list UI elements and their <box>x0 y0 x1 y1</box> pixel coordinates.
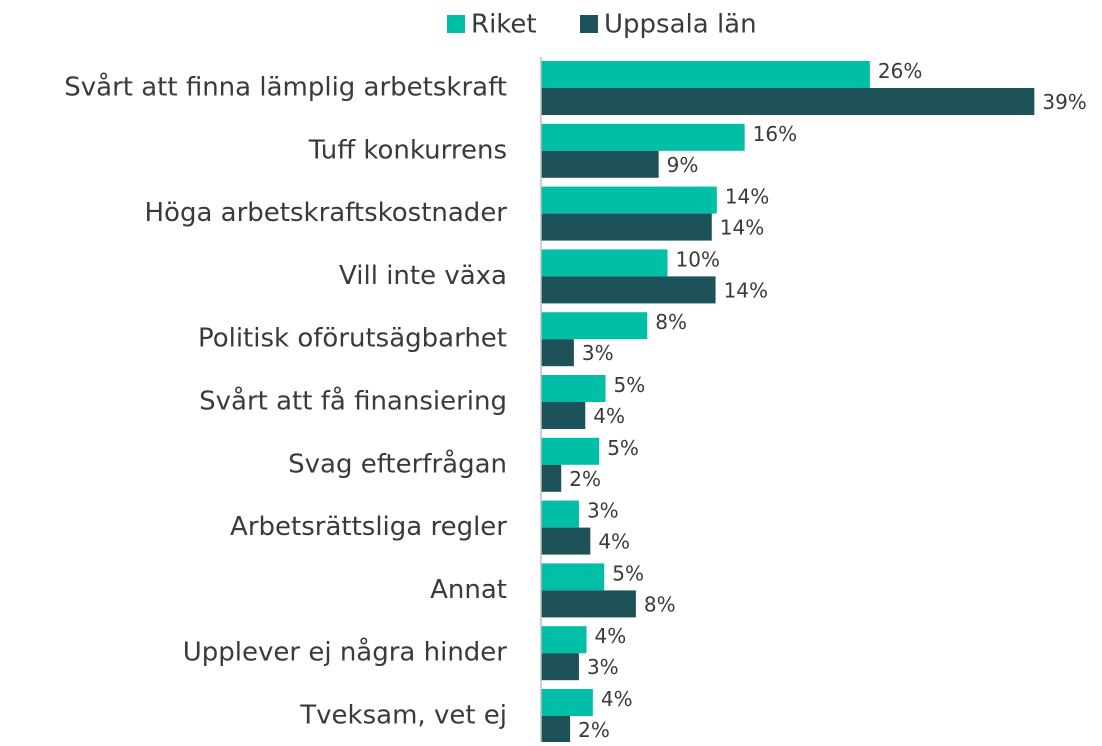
category-label: Arbetsrättsliga regler <box>230 512 507 542</box>
value-label: 3% <box>587 655 619 679</box>
legend-label: Uppsala län <box>604 10 757 40</box>
bar <box>541 88 1035 115</box>
value-label: 3% <box>582 341 614 365</box>
bar <box>541 402 586 429</box>
bar <box>541 500 579 528</box>
bar <box>541 150 659 178</box>
value-label: 9% <box>667 153 699 177</box>
category-label: Tveksam, vet ej <box>299 701 507 731</box>
bar <box>541 312 648 340</box>
bar <box>541 375 606 402</box>
value-label: 2% <box>578 718 610 742</box>
legend-swatch <box>447 15 465 33</box>
category-label: Annat <box>430 575 507 605</box>
bar <box>541 527 591 555</box>
bar <box>541 590 636 618</box>
category-label: Upplever ej några hinder <box>183 637 508 668</box>
bar <box>541 123 745 151</box>
legend-label: Riket <box>471 10 537 40</box>
category-label: Politisk oförutsägbarhet <box>198 324 507 354</box>
category-label: Svårt att få finansiering <box>199 386 507 417</box>
bar <box>541 61 870 88</box>
value-label: 39% <box>1042 90 1086 114</box>
bar <box>541 653 579 681</box>
bar <box>541 249 668 277</box>
bar <box>541 464 562 492</box>
bar <box>541 716 571 743</box>
value-label: 16% <box>753 122 797 146</box>
category-label: Tuff konkurrens <box>308 135 507 165</box>
value-label: 8% <box>655 310 687 334</box>
value-label: 4% <box>601 687 633 711</box>
value-label: 14% <box>720 216 764 240</box>
category-label: Höga arbetskraftskostnader <box>144 198 507 228</box>
value-label: 4% <box>598 530 630 554</box>
bar <box>541 339 574 367</box>
bar <box>541 186 717 214</box>
value-label: 3% <box>587 499 619 523</box>
value-label: 2% <box>569 467 601 491</box>
bar <box>541 563 605 591</box>
value-label: 14% <box>725 185 769 209</box>
value-label: 5% <box>612 561 644 585</box>
bar <box>541 689 593 716</box>
category-label: Svag efterfrågan <box>288 448 507 479</box>
value-label: 4% <box>593 404 625 428</box>
value-label: 5% <box>614 373 646 397</box>
value-label: 4% <box>595 624 627 648</box>
value-label: 5% <box>607 436 639 460</box>
value-label: 26% <box>878 59 922 83</box>
bar <box>541 213 712 241</box>
value-label: 10% <box>676 247 720 271</box>
bar <box>541 276 716 304</box>
category-label: Svårt att finna lämplig arbetskraft <box>64 72 507 103</box>
legend-swatch <box>580 15 598 33</box>
value-label: 14% <box>724 278 768 302</box>
value-label: 8% <box>644 592 676 616</box>
bar <box>541 437 600 465</box>
bar <box>541 626 587 654</box>
category-label: Vill inte växa <box>339 261 507 291</box>
